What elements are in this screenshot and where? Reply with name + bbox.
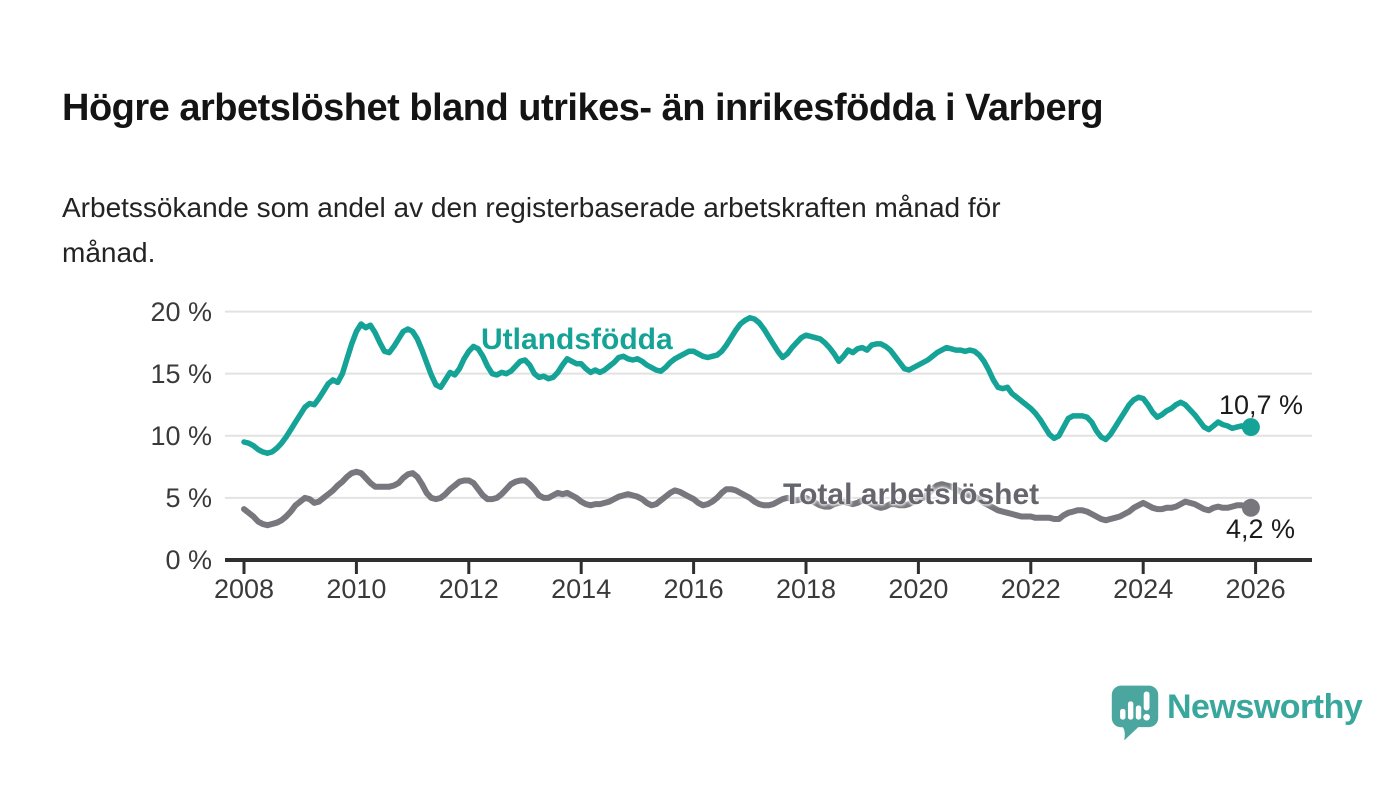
series-label-total-arbetsloshet: Total arbetslöshet <box>783 478 1040 511</box>
logo-bar-3 <box>1135 705 1142 720</box>
x-axis-tick-label: 2016 <box>663 574 724 604</box>
x-axis-tick-label: 2018 <box>775 574 837 604</box>
page-title: Högre arbetslöshet bland utrikes- än inr… <box>62 87 1104 130</box>
end-value-label-total-arbetsloshet: 4,2 % <box>1226 514 1296 544</box>
x-axis-tick-label: 2010 <box>326 574 387 604</box>
x-axis-tick-label: 2008 <box>213 574 275 604</box>
y-axis-tick-label: 10 % <box>150 420 212 451</box>
x-axis-tick-label: 2012 <box>438 574 499 604</box>
logo-exclamation-stem <box>1143 691 1150 711</box>
y-axis-tick-label: 15 % <box>150 358 212 389</box>
newsworthy-logo-icon <box>1111 685 1159 741</box>
y-axis-tick-label: 0 % <box>165 545 212 575</box>
x-axis-tick-label: 2020 <box>888 574 949 604</box>
logo-bar-2 <box>1127 701 1134 720</box>
logo-bar-1 <box>1120 708 1126 720</box>
y-axis-tick-label: 20 % <box>150 296 212 327</box>
subtitle-line-1: Arbetssökande som andel av den registerb… <box>62 192 1001 223</box>
page-subtitle: Arbetssökande som andel av den registerb… <box>62 185 1262 276</box>
newsworthy-logo-text: Newsworthy <box>1167 688 1363 726</box>
x-axis-tick-label: 2026 <box>1225 574 1286 604</box>
x-axis-tick-label: 2022 <box>1000 574 1061 604</box>
x-axis-tick-label: 2024 <box>1113 574 1174 604</box>
logo-exclamation-dot <box>1143 713 1150 721</box>
subtitle-line-2: månad. <box>62 237 156 269</box>
newsworthy-logo[interactable]: Newsworthy <box>1110 682 1390 746</box>
y-axis-tick-label: 5 % <box>165 482 212 513</box>
x-axis-tick-label: 2014 <box>551 574 612 604</box>
end-value-label-utlandsfodda: 10,7 % <box>1219 390 1304 420</box>
series-label-utlandsfodda: Utlandsfödda <box>481 323 673 356</box>
